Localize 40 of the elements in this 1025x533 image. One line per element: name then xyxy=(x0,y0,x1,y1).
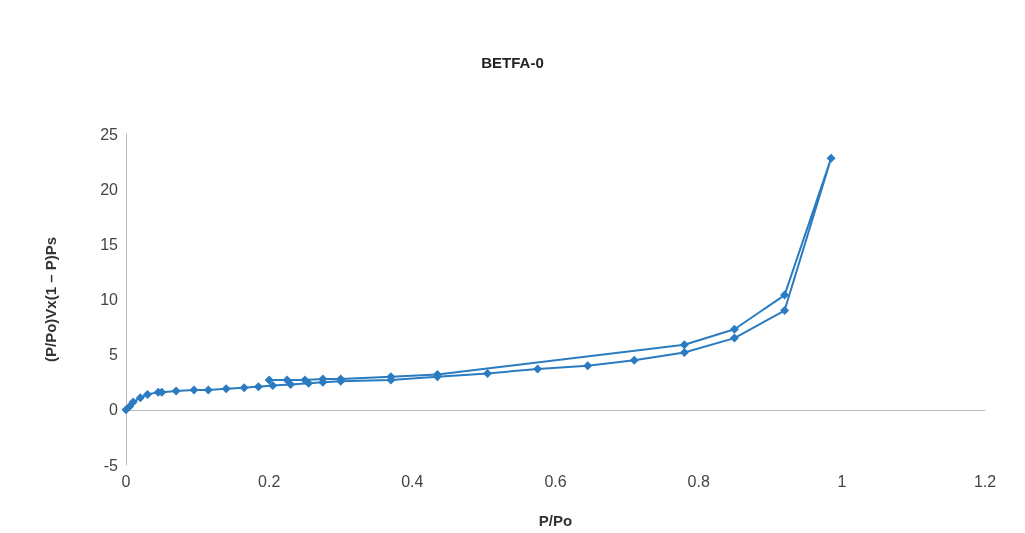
point xyxy=(135,393,145,403)
y-tick-label: 5 xyxy=(109,346,119,364)
y-tick-label: 0 xyxy=(109,401,119,419)
point xyxy=(826,153,836,163)
point xyxy=(264,375,274,385)
point xyxy=(282,375,292,385)
point xyxy=(142,389,152,399)
point xyxy=(679,340,689,350)
y-tick-label: 10 xyxy=(100,291,119,308)
point xyxy=(679,347,689,357)
x-tick-label: 1.2 xyxy=(973,472,997,490)
x-tick-label: 0.6 xyxy=(544,472,567,490)
point xyxy=(533,364,543,374)
chart-title: BETFA-0 xyxy=(481,54,544,71)
x-tick-label: 0 xyxy=(121,472,131,490)
x-tick-label: 1 xyxy=(837,472,847,490)
point xyxy=(268,381,278,391)
x-tick-label: 0.4 xyxy=(401,472,424,490)
y-axis-title: (P/Po)Vx(1 – P)Ps xyxy=(42,236,59,363)
point xyxy=(583,361,593,371)
x-tick-label: 0.2 xyxy=(258,472,281,490)
point xyxy=(729,324,739,334)
x-tick-label: 0.8 xyxy=(687,472,710,490)
point xyxy=(128,397,138,407)
point xyxy=(629,355,639,365)
point xyxy=(780,306,790,316)
y-tick-label: -5 xyxy=(103,456,119,474)
point xyxy=(729,333,739,343)
point xyxy=(253,382,263,392)
point xyxy=(239,383,249,393)
y-tick-label: 20 xyxy=(100,180,119,198)
y-tick-label: 25 xyxy=(100,125,119,143)
y-tick-label: 15 xyxy=(100,235,119,253)
point xyxy=(221,384,231,394)
point xyxy=(780,290,790,300)
x-axis-title: P/Po xyxy=(538,512,573,529)
point xyxy=(300,375,310,385)
point xyxy=(189,385,199,395)
point xyxy=(171,386,181,396)
point xyxy=(483,368,492,378)
